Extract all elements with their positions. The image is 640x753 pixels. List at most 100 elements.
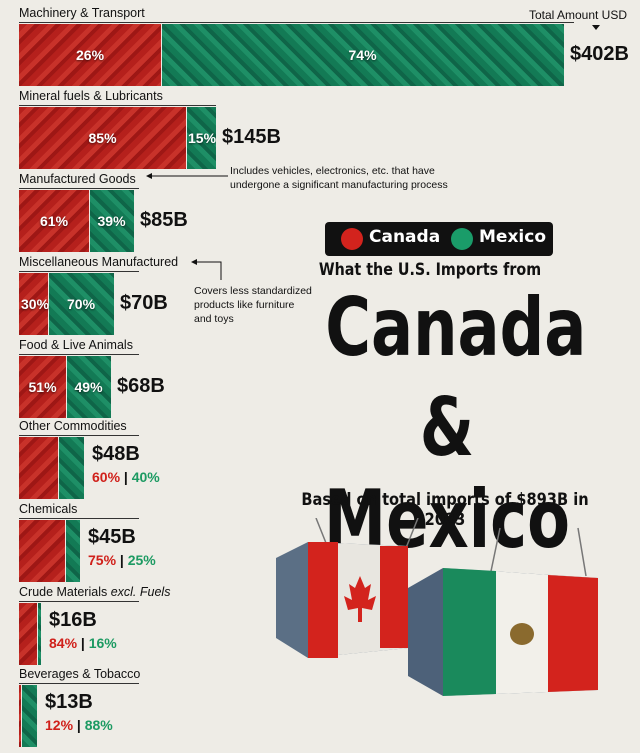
total-value-label: $45B (88, 526, 136, 548)
category-name: Miscellaneous Manufactured (19, 255, 179, 269)
canada-swatch (341, 228, 363, 250)
total-value-label: $85B (140, 209, 188, 231)
total-value-label: $145B (222, 126, 281, 148)
canada-percent-label: 26% (76, 47, 105, 63)
misc-note: Covers less standardized products like f… (194, 285, 312, 325)
bar: 26% 74% (19, 24, 564, 86)
category-label: Mineral fuels & Lubricants (19, 89, 163, 103)
bar-segment-mexico (162, 24, 564, 86)
category-underline (19, 22, 574, 23)
total-value-label: $48B (92, 443, 140, 465)
bar-segment-canada (19, 24, 161, 86)
category-underline (19, 435, 139, 436)
bar (19, 603, 41, 665)
title-canada: Canada (325, 281, 587, 374)
bar-segment-canada (19, 603, 37, 665)
bar-segment-mexico (38, 603, 41, 665)
category-underline (19, 188, 139, 189)
category-label: Beverages & Tobacco (19, 667, 140, 681)
down-arrow-icon (592, 25, 600, 30)
canada-percent-label: 84% (49, 635, 78, 651)
title-mexico: & Mexico (324, 381, 570, 566)
bar-segment-mexico (66, 520, 80, 582)
title-line1: What the U.S. Imports from (318, 260, 542, 280)
category-name: Beverages & Tobacco (19, 667, 141, 681)
category-label: Food & Live Animals (19, 338, 133, 352)
bar-segment-mexico (90, 190, 134, 252)
category-name: Other Commodities (19, 419, 127, 433)
split-label: 84% | 16% (49, 635, 117, 651)
bar (19, 437, 84, 499)
total-value-label: $16B (49, 609, 97, 631)
bar-segment-canada (19, 273, 48, 335)
bar: 51% 49% (19, 356, 111, 418)
total-value-label: $402B (570, 43, 629, 65)
mexico-percent-label: 40% (131, 469, 160, 485)
mexico-percent-label: 39% (97, 213, 126, 229)
bar-segment-canada (19, 107, 186, 169)
category-label: Crude Materials excl. Fuels (19, 585, 170, 599)
category-underline (19, 105, 216, 106)
note-arrow-misc (191, 259, 222, 280)
bar-segment-canada (19, 685, 21, 747)
canada-percent-label: 85% (88, 130, 117, 146)
canada-percent-label: 30% (21, 296, 50, 312)
legend: Canada Mexico (325, 222, 553, 256)
category-sub: excl. Fuels (107, 585, 171, 599)
divider: | (116, 552, 128, 568)
total-value-label: $68B (117, 375, 165, 397)
split-label: 60% | 40% (92, 469, 160, 485)
bar: 61% 39% (19, 190, 134, 252)
category-label: Manufactured Goods (19, 172, 136, 186)
category-name: Food & Live Animals (19, 338, 133, 352)
mexico-swatch (451, 228, 473, 250)
mexico-percent-label: 49% (74, 379, 103, 395)
canada-percent-label: 60% (92, 469, 121, 485)
bar-segment-canada (19, 356, 66, 418)
category-name: Crude Materials (19, 585, 108, 599)
split-label: 12% | 88% (45, 717, 113, 733)
divider: | (73, 717, 85, 733)
bar-segment-canada (19, 437, 58, 499)
mexico-percent-label: 15% (188, 130, 216, 146)
canada-percent-label: 75% (88, 552, 117, 568)
bar-segment-mexico (187, 107, 216, 169)
legend-canada-label: Canada (369, 227, 441, 247)
canada-percent-label: 51% (28, 379, 57, 395)
shipping-containers-illustration (276, 518, 598, 696)
subtitle: Based on total imports of $893B in 2023 (301, 490, 589, 530)
category-underline (19, 518, 139, 519)
total-value-label: $70B (120, 292, 168, 314)
mexico-percent-label: 25% (127, 552, 156, 568)
bar (19, 520, 80, 582)
category-underline (19, 683, 139, 684)
bar-segment-mexico (67, 356, 111, 418)
bar-segment-mexico (49, 273, 114, 335)
category-label: Other Commodities (19, 419, 127, 433)
bar (19, 685, 37, 747)
bar-segment-mexico (59, 437, 84, 499)
mexico-percent-label: 16% (88, 635, 117, 651)
bar-segment-canada (19, 190, 89, 252)
total-value-label: $13B (45, 691, 93, 713)
total-amount-label: Total Amount USD (528, 8, 627, 22)
note-arrow-manufactured (146, 173, 228, 179)
category-underline (19, 601, 139, 602)
manufactured-note: Includes vehicles, electronics, etc. tha… (230, 165, 448, 191)
divider: | (120, 469, 132, 485)
mexico-percent-label: 70% (67, 296, 96, 312)
divider: | (77, 635, 89, 651)
category-underline (19, 354, 139, 355)
legend-mexico-label: Mexico (479, 227, 546, 247)
mexico-percent-label: 74% (348, 47, 377, 63)
canada-percent-label: 61% (40, 213, 69, 229)
category-name: Mineral fuels & Lubricants (19, 89, 163, 103)
category-label: Chemicals (19, 502, 77, 516)
split-label: 75% | 25% (88, 552, 156, 568)
bar: 85% 15% (19, 107, 216, 169)
category-underline (19, 271, 139, 272)
bar: 30% 70% (19, 273, 114, 335)
bar-segment-mexico (22, 685, 37, 747)
mexico-percent-label: 88% (84, 717, 113, 733)
